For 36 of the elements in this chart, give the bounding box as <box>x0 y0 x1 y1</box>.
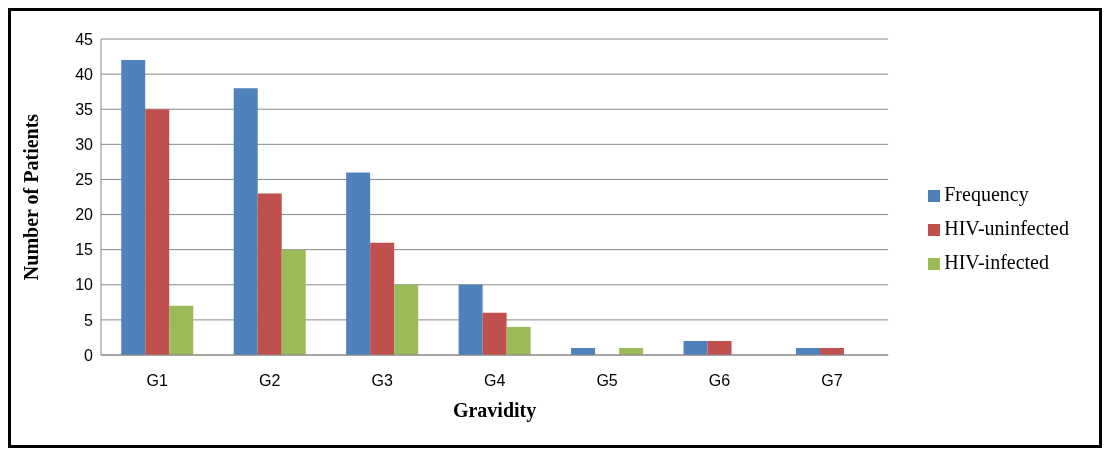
y-tick-label: 20 <box>75 206 94 224</box>
x-tick-label: G5 <box>596 372 618 390</box>
y-tick-label: 5 <box>84 311 94 329</box>
y-tick-label: 10 <box>75 276 94 294</box>
bar <box>145 109 170 355</box>
bar <box>121 60 146 355</box>
bar <box>169 305 194 355</box>
bar <box>458 284 483 355</box>
x-tick-label: G6 <box>708 372 731 390</box>
y-axis-title: Number of Patients <box>20 113 43 281</box>
x-tick-label: G1 <box>146 372 168 390</box>
bar <box>257 193 282 355</box>
bar <box>370 242 395 355</box>
x-tick-label: G3 <box>371 372 393 390</box>
legend-label: HIV-infected <box>944 251 1049 273</box>
x-tick-label: G2 <box>259 372 281 390</box>
bar <box>506 326 531 355</box>
x-tick-label: G4 <box>483 372 506 390</box>
y-tick-label: 15 <box>75 241 94 259</box>
y-tick-label: 35 <box>75 100 94 118</box>
bar <box>233 88 258 355</box>
legend-label: HIV-uninfected <box>944 217 1069 239</box>
x-axis-title: Gravidity <box>452 399 537 422</box>
x-tick-label: G7 <box>821 372 843 390</box>
y-tick-label: 30 <box>75 136 94 154</box>
bar <box>482 312 507 355</box>
bar <box>394 284 419 355</box>
bar <box>281 249 306 355</box>
y-tick-label: 40 <box>75 65 94 83</box>
bar <box>707 340 732 355</box>
y-tick-label: 45 <box>75 30 94 48</box>
legend-label: Frequency <box>944 183 1029 205</box>
bar <box>346 172 371 355</box>
y-tick-label: 0 <box>84 346 94 364</box>
bar <box>683 340 708 355</box>
y-tick-label: 25 <box>75 171 94 189</box>
